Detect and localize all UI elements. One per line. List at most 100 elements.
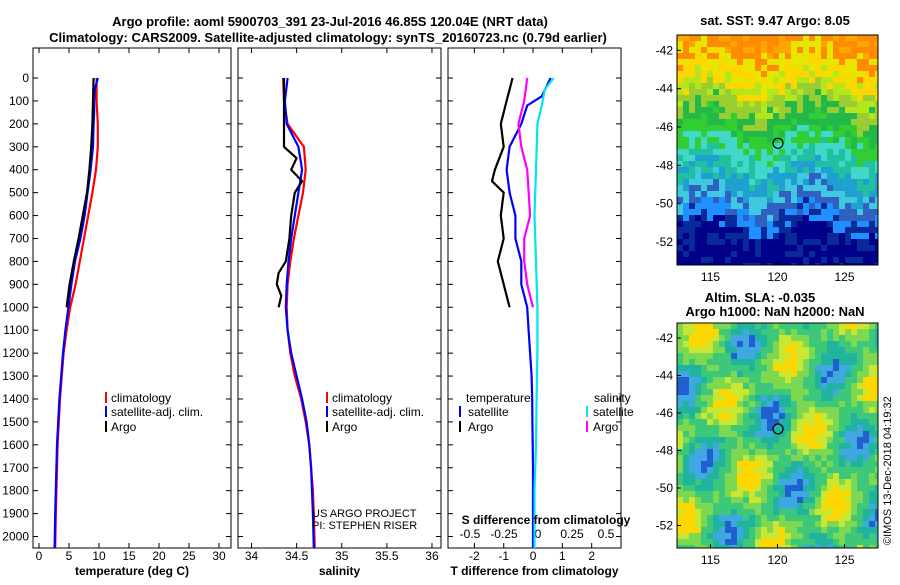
map-cell [845, 113, 851, 119]
map-cell [761, 113, 767, 119]
map-cell [821, 65, 827, 71]
map-cell [701, 377, 707, 383]
map-cell [827, 533, 833, 539]
map-cell [701, 407, 707, 413]
map-cell [731, 365, 737, 371]
map-cell [863, 41, 869, 47]
map-cell [803, 155, 809, 161]
map-cell [701, 161, 707, 167]
map-cell [821, 101, 827, 107]
map-cell [755, 347, 761, 353]
map-cell [815, 179, 821, 185]
map-cell [869, 347, 875, 353]
map-cell [785, 515, 791, 521]
map-cell [701, 53, 707, 59]
map-cell [809, 539, 815, 545]
map-cell [731, 479, 737, 485]
map-cell [737, 479, 743, 485]
map-cell [725, 395, 731, 401]
map-cell [869, 245, 875, 251]
map-cell [827, 377, 833, 383]
map-cell [791, 65, 797, 71]
map-cell [743, 491, 749, 497]
map-cell [833, 113, 839, 119]
map-cell [875, 41, 878, 47]
x-tick-label: 2 [588, 549, 595, 563]
y-tick-label: 300 [9, 140, 29, 154]
map-cell [737, 395, 743, 401]
map-cell [863, 515, 869, 521]
map-cell [869, 383, 875, 389]
map-cell [707, 173, 713, 179]
map-cell [803, 473, 809, 479]
map-cell [803, 449, 809, 455]
map-cell [803, 437, 809, 443]
map-cell [737, 131, 743, 137]
map-cell [773, 227, 779, 233]
map-cell [707, 449, 713, 455]
map-cell [869, 215, 875, 221]
map-cell [833, 203, 839, 209]
map-cell [785, 419, 791, 425]
x-tick-label: 10 [92, 549, 106, 563]
map-cell [677, 125, 683, 131]
map-cell [833, 527, 839, 533]
map-cell [785, 503, 791, 509]
map-cell [683, 221, 689, 227]
map-cell [797, 323, 803, 329]
map-cell [749, 125, 755, 131]
map-cell [767, 485, 773, 491]
map-cell [767, 479, 773, 485]
map-cell [815, 491, 821, 497]
map-cell [749, 155, 755, 161]
map-cell [725, 107, 731, 113]
map-cell [779, 101, 785, 107]
map-cell [755, 503, 761, 509]
map-cell [701, 35, 707, 41]
map-cell [713, 191, 719, 197]
map-cell [785, 521, 791, 527]
map-cell [821, 515, 827, 521]
map-cell [737, 401, 743, 407]
map-cell [713, 245, 719, 251]
map-cell [737, 173, 743, 179]
map-cell [803, 173, 809, 179]
map-cell [791, 119, 797, 125]
map-cell [713, 41, 719, 47]
map-cell [713, 203, 719, 209]
map-cell [839, 491, 845, 497]
map-cell [869, 251, 875, 257]
map-cell [755, 407, 761, 413]
map-cell [683, 347, 689, 353]
map-cell [731, 113, 737, 119]
map-cell [761, 497, 767, 503]
map-cell [803, 539, 809, 545]
map-cell [713, 533, 719, 539]
map-cell [875, 131, 878, 137]
map-cell [875, 341, 878, 347]
map-cell [767, 341, 773, 347]
map-cell [833, 413, 839, 419]
map-cell [809, 527, 815, 533]
map-cell [755, 365, 761, 371]
map-cell [869, 461, 875, 467]
map-cell [839, 101, 845, 107]
map-cell [845, 77, 851, 83]
map-cell [869, 197, 875, 203]
map-cell [857, 71, 863, 77]
map-cell [713, 491, 719, 497]
map-cell [761, 119, 767, 125]
map-cell [851, 191, 857, 197]
map-cell [761, 245, 767, 251]
map-cell [815, 419, 821, 425]
map-cell [833, 95, 839, 101]
map-cell [677, 71, 683, 77]
map-cell [851, 329, 857, 335]
map-cell [719, 437, 725, 443]
map-cell [695, 389, 701, 395]
map-cell [839, 77, 845, 83]
map-cell [815, 71, 821, 77]
map-cell [845, 161, 851, 167]
map-cell [845, 173, 851, 179]
map-cell [677, 179, 683, 185]
